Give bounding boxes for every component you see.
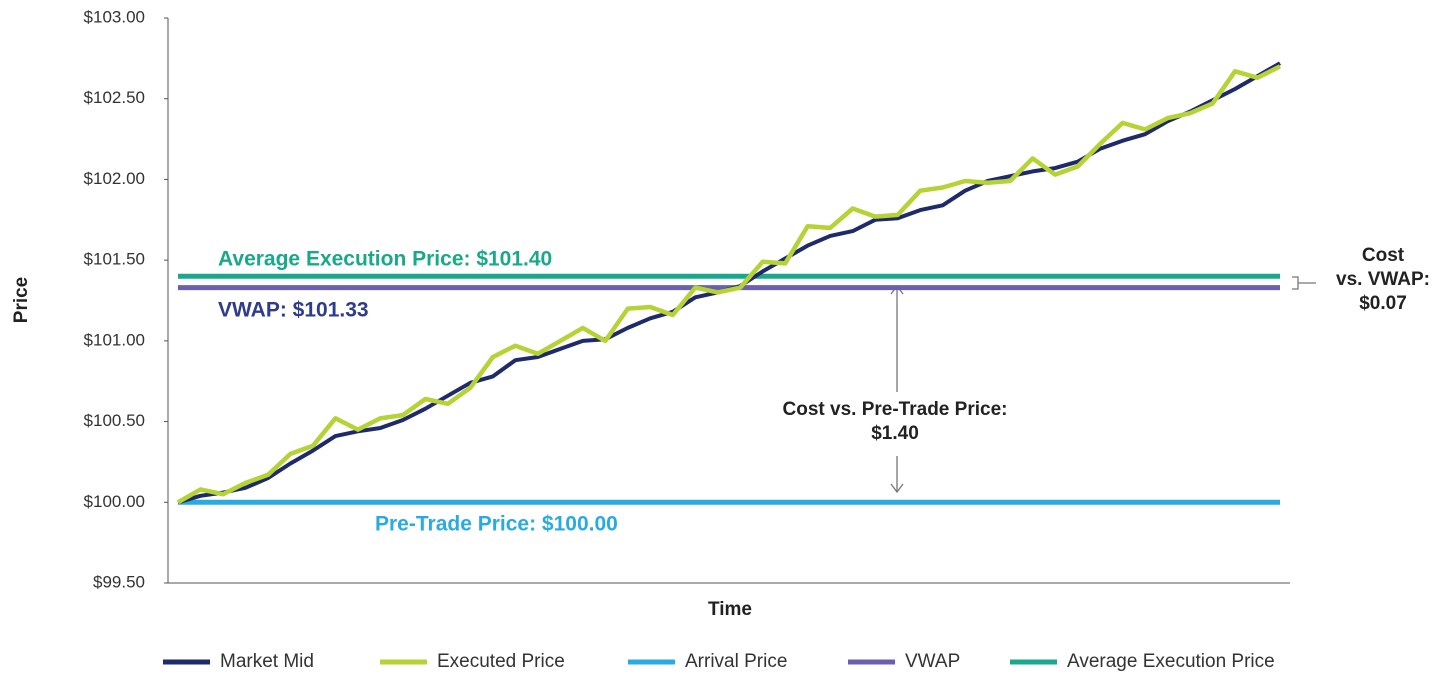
legend-label: Average Execution Price [1067, 651, 1275, 672]
y-tick-label: $102.50 [84, 88, 145, 107]
y-tick-label: $103.00 [84, 7, 145, 26]
reference-label: Average Execution Price: $101.40 [218, 248, 552, 271]
annotation: Cost [1362, 245, 1405, 266]
reference-label: Pre-Trade Price: $100.00 [375, 513, 618, 536]
y-tick-label: $100.50 [84, 411, 145, 430]
legend-label: VWAP [905, 651, 960, 672]
annotation: $1.40 [871, 423, 919, 444]
annotation: $0.07 [1359, 293, 1407, 314]
reference-label: VWAP: $101.33 [218, 299, 369, 322]
legend-label: Arrival Price [685, 651, 787, 672]
y-tick-label: $99.50 [93, 572, 145, 591]
x-axis-title: Time [708, 599, 752, 620]
legend-label: Executed Price [437, 651, 565, 672]
cost-arrow [890, 284, 904, 494]
y-tick-label: $100.00 [84, 492, 145, 511]
annotation: vs. VWAP: [1336, 269, 1430, 290]
y-tick-label: $101.00 [84, 330, 145, 349]
y-axis-title: Price [11, 277, 32, 323]
vwap-bracket [1292, 276, 1316, 290]
y-tick-label: $102.00 [84, 169, 145, 188]
annotation: Cost vs. Pre-Trade Price: [783, 399, 1008, 420]
series-line [176, 64, 1282, 505]
y-tick-label: $101.50 [84, 250, 145, 269]
legend-label: Market Mid [220, 651, 314, 672]
